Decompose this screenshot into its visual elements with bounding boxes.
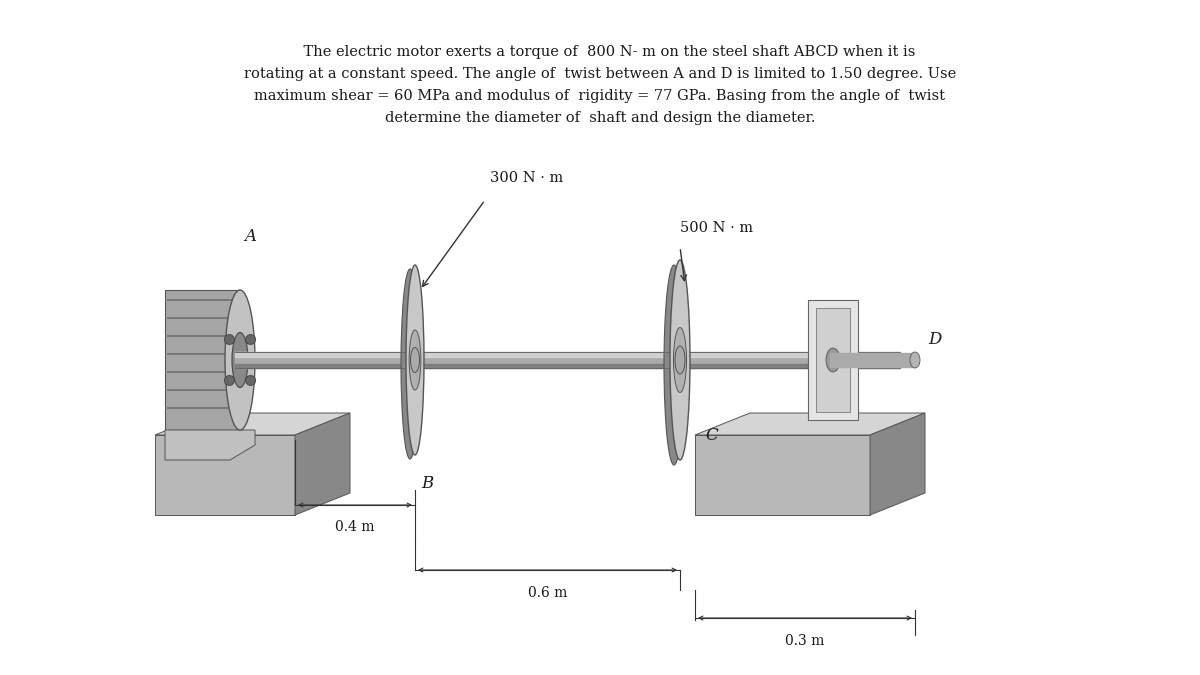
Polygon shape [166,430,256,460]
Text: maximum shear = 60 MPa and modulus of  rigidity = 77 GPa. Basing from the angle : maximum shear = 60 MPa and modulus of ri… [254,89,946,103]
Circle shape [224,375,234,385]
Ellipse shape [401,269,419,459]
Polygon shape [155,435,295,515]
Polygon shape [235,352,900,368]
Polygon shape [808,300,858,420]
Polygon shape [695,435,870,515]
Polygon shape [870,413,925,515]
Text: 300 N · m: 300 N · m [490,171,563,185]
Polygon shape [235,352,900,357]
Ellipse shape [826,348,840,372]
Ellipse shape [673,327,686,392]
Circle shape [224,335,234,344]
Polygon shape [830,353,916,367]
Text: The electric motor exerts a torque of  800 N- m on the steel shaft ABCD when it : The electric motor exerts a torque of 80… [284,45,916,59]
Text: A: A [244,228,256,245]
Ellipse shape [410,348,420,373]
Ellipse shape [670,260,690,460]
Text: D: D [928,331,941,348]
Polygon shape [695,413,925,435]
Text: rotating at a constant speed. The angle of  twist between A and D is limited to : rotating at a constant speed. The angle … [244,67,956,81]
Ellipse shape [910,352,920,368]
Text: 0.3 m: 0.3 m [785,634,824,648]
Circle shape [246,335,256,344]
Ellipse shape [232,333,248,387]
Polygon shape [155,413,350,435]
Text: 0.6 m: 0.6 m [528,586,568,600]
Ellipse shape [664,265,684,465]
Ellipse shape [409,330,421,390]
Polygon shape [816,308,850,412]
Text: C: C [706,427,718,443]
Polygon shape [295,413,350,515]
Text: 0.4 m: 0.4 m [335,520,374,534]
Text: determine the diameter of  shaft and design the diameter.: determine the diameter of shaft and desi… [385,111,815,125]
Circle shape [246,375,256,385]
Polygon shape [166,290,240,430]
Ellipse shape [674,346,685,374]
Polygon shape [235,364,900,368]
Text: B: B [421,475,433,492]
Text: 500 N · m: 500 N · m [680,221,754,235]
Ellipse shape [406,265,424,455]
Ellipse shape [226,290,256,430]
